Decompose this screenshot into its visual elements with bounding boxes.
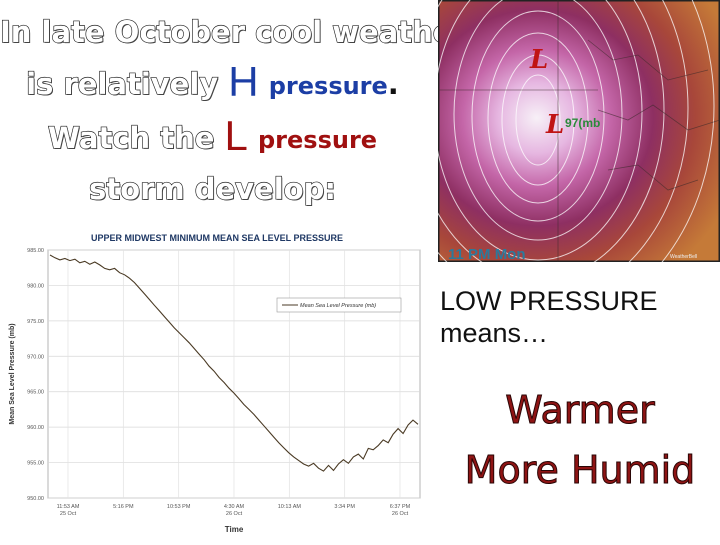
pressure-chart: UPPER MIDWEST MINIMUM MEAN SEA LEVEL PRE… [2, 222, 424, 540]
low-letter: L [224, 112, 248, 159]
chart-y-tick-label: 975.00 [27, 319, 44, 325]
chart-y-tick-label: 960.00 [27, 425, 44, 431]
chart-y-tick-label: 980.00 [27, 283, 44, 289]
low-pressure-word: pressure [258, 126, 378, 154]
chart-x-tick-label: 10:53 PM [167, 504, 191, 510]
chart-y-tick-label: 955.00 [27, 461, 44, 467]
chart-y-ticks: 950.00 955.00 960.00 965.00 970.00 975.00 980.… [27, 248, 44, 502]
chart-y-tick-label: 950.00 [27, 496, 44, 502]
chart-x-tick-label: 25 Oct [60, 511, 77, 517]
high-pressure-word: pressure [268, 72, 388, 100]
low-pressure-heading: LOW PRESSURE [440, 286, 658, 316]
chart-x-axis-label: Time [225, 525, 244, 534]
slide-title: In late October cool weather is relative… [0, 8, 467, 214]
effects-text: Warmer More Humid [440, 380, 720, 500]
more-humid-text: More Humid [464, 448, 696, 493]
title-period: . [387, 67, 399, 101]
title-line-3: Watch the L pressure [0, 111, 425, 165]
chart-x-tick-label: 4:30 AM [224, 504, 245, 510]
chart-x-tick-label: 26 Oct [392, 511, 409, 517]
map-time-label: 11 PM Mon [448, 246, 526, 263]
chart-x-tick-label: 26 Oct [226, 511, 243, 517]
chart-y-tick-label: 970.00 [27, 354, 44, 360]
means-text: means… [440, 318, 549, 348]
chart-x-tick-label: 3:34 PM [334, 504, 355, 510]
chart-x-tick-label: 6:37 PM [390, 504, 411, 510]
chart-series-line [49, 254, 419, 472]
chart-y-tick-label: 985.00 [27, 248, 44, 254]
low-pressure-text: LOW PRESSURE means… [440, 285, 658, 349]
chart-grid [48, 249, 420, 499]
title-line-2: is relatively H pressure. [0, 57, 425, 111]
chart-legend-label: Mean Sea Level Pressure (mb) [300, 303, 376, 309]
chart-x-tick-label: 10:13 AM [278, 504, 302, 510]
title-line-3-text: Watch the [47, 120, 215, 155]
pressure-map-image: L L 97(mb WeatherBell [438, 0, 720, 262]
title-line-4-text: storm develop: [88, 171, 336, 206]
title-line-2-text: is relatively [26, 66, 219, 101]
chart-y-tick-label: 965.00 [27, 390, 44, 396]
chart-x-tick-label: 5:16 PM [113, 504, 134, 510]
pressure-chart-svg: UPPER MIDWEST MINIMUM MEAN SEA LEVEL PRE… [2, 222, 424, 540]
high-letter: H [228, 58, 259, 105]
title-line-1: In late October cool weather [0, 8, 467, 57]
chart-legend-box [276, 297, 402, 313]
chart-x-tick-label: 11:53 AM [57, 504, 80, 510]
map-low-marker-2: L [545, 110, 564, 140]
chart-title: UPPER MIDWEST MINIMUM MEAN SEA LEVEL PRE… [91, 233, 343, 243]
map-low-marker-1: L [529, 45, 548, 75]
title-line-4: storm develop: [0, 165, 425, 214]
map-pressure-label: 97(mb [565, 116, 600, 130]
title-line-1-text: In late October cool weather [0, 14, 467, 49]
chart-legend: Mean Sea Level Pressure (mb) [276, 297, 402, 313]
map-credit: WeatherBell [670, 254, 697, 260]
chart-y-axis-label: Mean Sea Level Pressure (mb) [9, 323, 16, 424]
pressure-map: L L 97(mb WeatherBell [438, 0, 720, 262]
warmer-text: Warmer [505, 388, 655, 433]
